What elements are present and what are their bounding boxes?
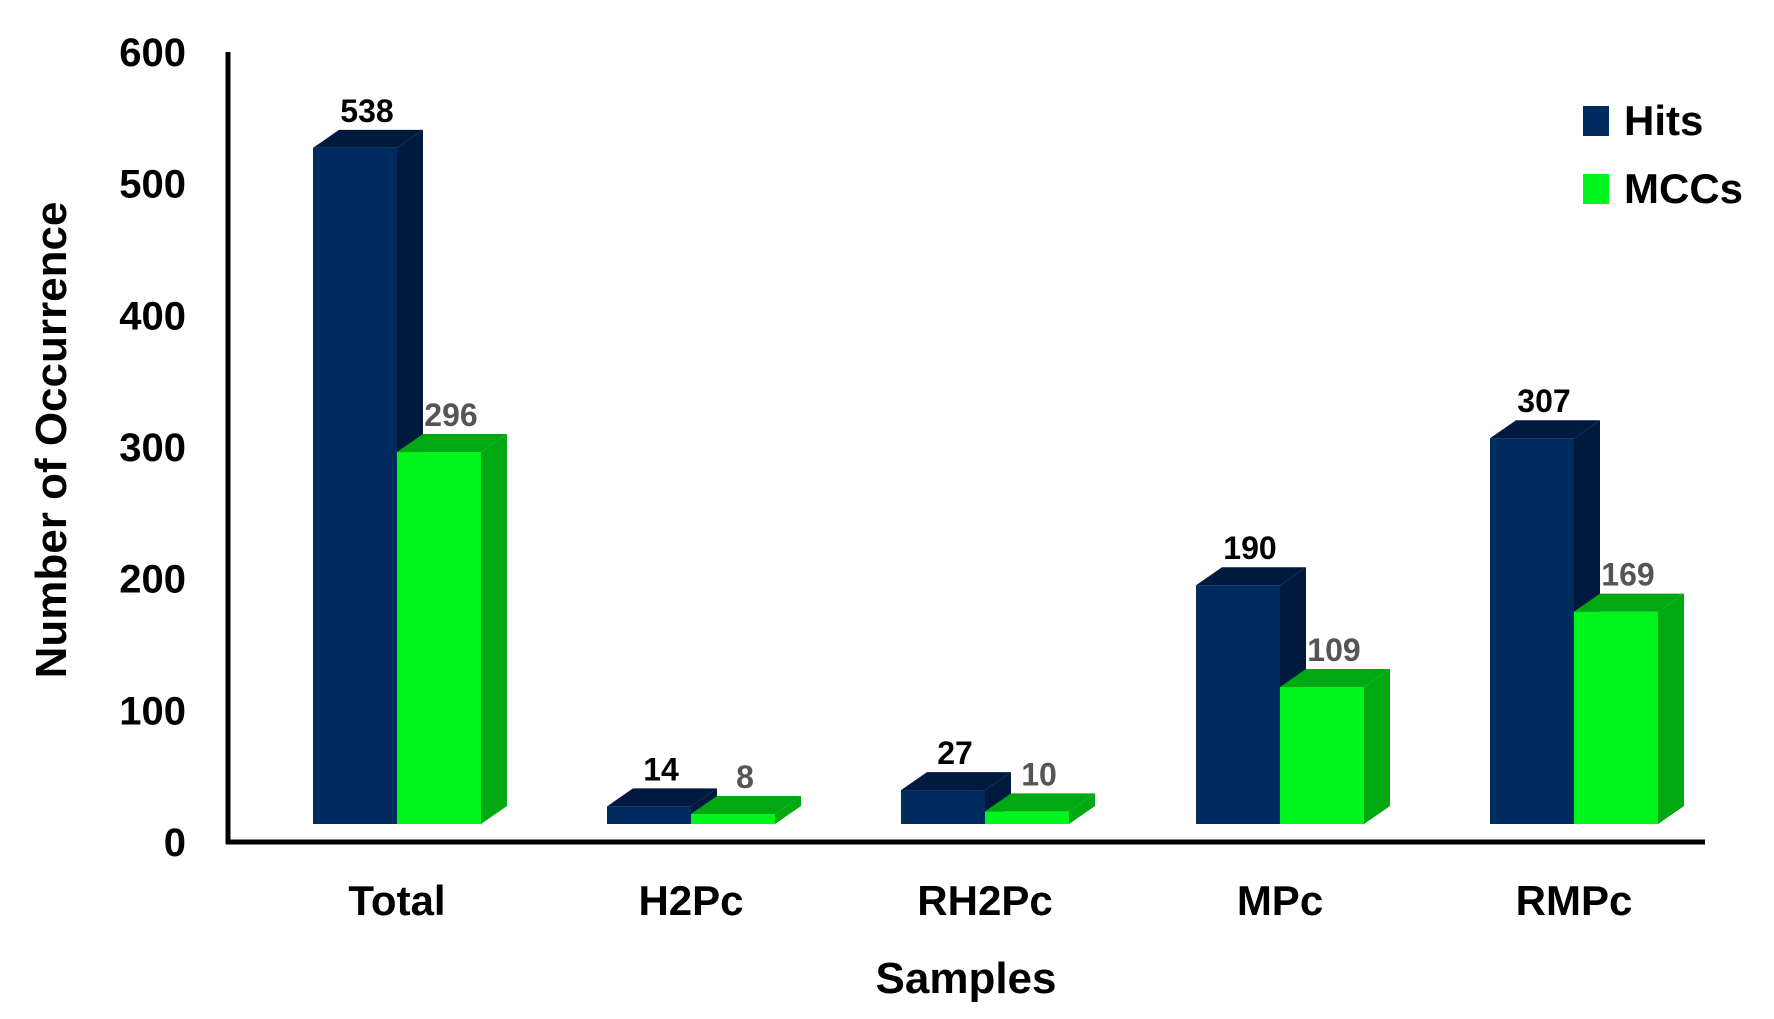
legend-swatch-hits (1583, 106, 1609, 136)
bar-front (901, 790, 985, 824)
bar-top (985, 793, 1095, 812)
value-label-hits: 307 (1517, 383, 1570, 419)
bar-mccs-rh2pc (985, 793, 1095, 824)
bar-top (313, 129, 423, 148)
value-label-hits: 538 (340, 93, 393, 129)
bar-front (1280, 687, 1364, 824)
bar-side (1069, 793, 1095, 824)
bar-top (1490, 420, 1600, 439)
legend-swatch-mccs (1583, 174, 1609, 204)
value-label-mccs: 8 (736, 759, 754, 795)
bar-top (1196, 567, 1306, 586)
bar-front (1196, 585, 1280, 824)
bar-side (1364, 669, 1390, 824)
x-category-label: MPc (1237, 877, 1323, 924)
bar-top (607, 788, 717, 807)
bars-layer (313, 129, 1684, 824)
bar-front (313, 147, 397, 824)
y-tick-label: 600 (119, 31, 186, 75)
y-tick-labels: 0 100 200 300 400 500 600 (119, 31, 186, 865)
bar-top (397, 434, 507, 453)
x-axis-title: Samples (876, 954, 1057, 1003)
bar-top (1574, 593, 1684, 612)
y-tick-label: 0 (164, 821, 186, 865)
bar-front (1574, 611, 1658, 824)
y-tick-label: 200 (119, 558, 186, 602)
value-label-mccs: 296 (424, 397, 477, 433)
y-axis-title: Number of Occurrence (27, 202, 76, 679)
bar-mccs-total (397, 434, 507, 824)
value-labels: 538 296 14 8 27 10 190 109 307 169 (340, 93, 1654, 795)
x-category-label: RMPc (1516, 877, 1633, 924)
bar-hits-rh2pc (901, 772, 1011, 824)
bar-mccs-h2pc (691, 795, 801, 824)
bar-side (481, 434, 507, 824)
value-label-hits: 190 (1223, 530, 1276, 566)
bar-top (691, 795, 801, 814)
legend-label-mccs: MCCs (1624, 165, 1743, 212)
y-tick-label: 500 (119, 163, 186, 207)
y-tick-label: 100 (119, 689, 186, 733)
value-label-mccs: 10 (1021, 756, 1057, 792)
bar-mccs-mpc (1280, 669, 1390, 824)
y-tick-label: 400 (119, 294, 186, 338)
x-category-labels: Total H2Pc RH2Pc MPc RMPc (348, 877, 1632, 924)
bar-front (691, 813, 775, 824)
value-label-mccs: 169 (1601, 557, 1654, 593)
legend: Hits MCCs (1583, 97, 1743, 212)
value-label-hits: 14 (643, 751, 679, 787)
bar-front (397, 452, 481, 824)
bar-side (775, 795, 801, 824)
y-tick-label: 300 (119, 426, 186, 470)
bar-top (901, 772, 1011, 791)
bar-mccs-rmpc (1574, 593, 1684, 824)
bar-front (607, 806, 691, 824)
x-category-label: H2Pc (638, 877, 743, 924)
legend-label-hits: Hits (1624, 97, 1703, 144)
value-label-hits: 27 (937, 735, 973, 771)
value-label-mccs: 109 (1307, 632, 1360, 668)
bar-side (1658, 593, 1684, 824)
bar-top (1280, 669, 1390, 688)
bar-front (985, 811, 1069, 824)
bar-front (1490, 438, 1574, 824)
x-category-label: RH2Pc (917, 877, 1052, 924)
x-category-label: Total (348, 877, 445, 924)
